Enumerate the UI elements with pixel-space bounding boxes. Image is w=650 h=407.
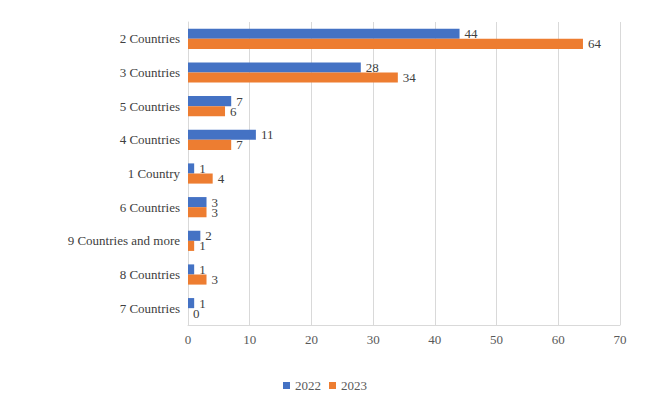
svg-text:2: 2 [205, 228, 212, 243]
svg-text:70: 70 [614, 332, 627, 347]
svg-text:30: 30 [367, 332, 380, 347]
svg-text:28: 28 [366, 60, 379, 75]
svg-text:6: 6 [230, 104, 237, 119]
svg-text:1: 1 [199, 161, 206, 176]
svg-text:7: 7 [236, 137, 243, 152]
svg-text:3: 3 [212, 272, 219, 287]
svg-text:4: 4 [218, 171, 225, 186]
svg-text:34: 34 [403, 70, 417, 85]
svg-text:1: 1 [199, 262, 206, 277]
svg-text:64: 64 [588, 36, 602, 51]
svg-text:9 Countries and more: 9 Countries and more [68, 233, 181, 248]
svg-text:2023: 2023 [341, 378, 367, 393]
svg-text:1: 1 [199, 296, 206, 311]
svg-text:0: 0 [185, 332, 192, 347]
svg-text:40: 40 [428, 332, 441, 347]
svg-text:3 Countries: 3 Countries [120, 65, 180, 80]
svg-text:3: 3 [212, 205, 219, 220]
svg-text:2 Countries: 2 Countries [120, 31, 180, 46]
svg-text:4 Countries: 4 Countries [120, 132, 180, 147]
svg-text:60: 60 [552, 332, 565, 347]
svg-text:0: 0 [193, 306, 200, 321]
svg-text:10: 10 [243, 332, 256, 347]
svg-text:2022: 2022 [295, 378, 321, 393]
svg-text:50: 50 [490, 332, 503, 347]
svg-text:3: 3 [211, 194, 218, 210]
svg-text:5 Countries: 5 Countries [120, 99, 180, 114]
svg-text:7: 7 [236, 94, 243, 109]
svg-text:8 Countries: 8 Countries [120, 267, 180, 282]
svg-text:11: 11 [261, 127, 274, 142]
svg-text:20: 20 [305, 332, 318, 347]
svg-text:44: 44 [465, 26, 479, 41]
svg-text:7 Countries: 7 Countries [120, 301, 180, 316]
svg-text:1: 1 [199, 238, 206, 253]
svg-text:1 Country: 1 Country [128, 166, 181, 181]
svg-text:6 Countries: 6 Countries [120, 200, 180, 215]
